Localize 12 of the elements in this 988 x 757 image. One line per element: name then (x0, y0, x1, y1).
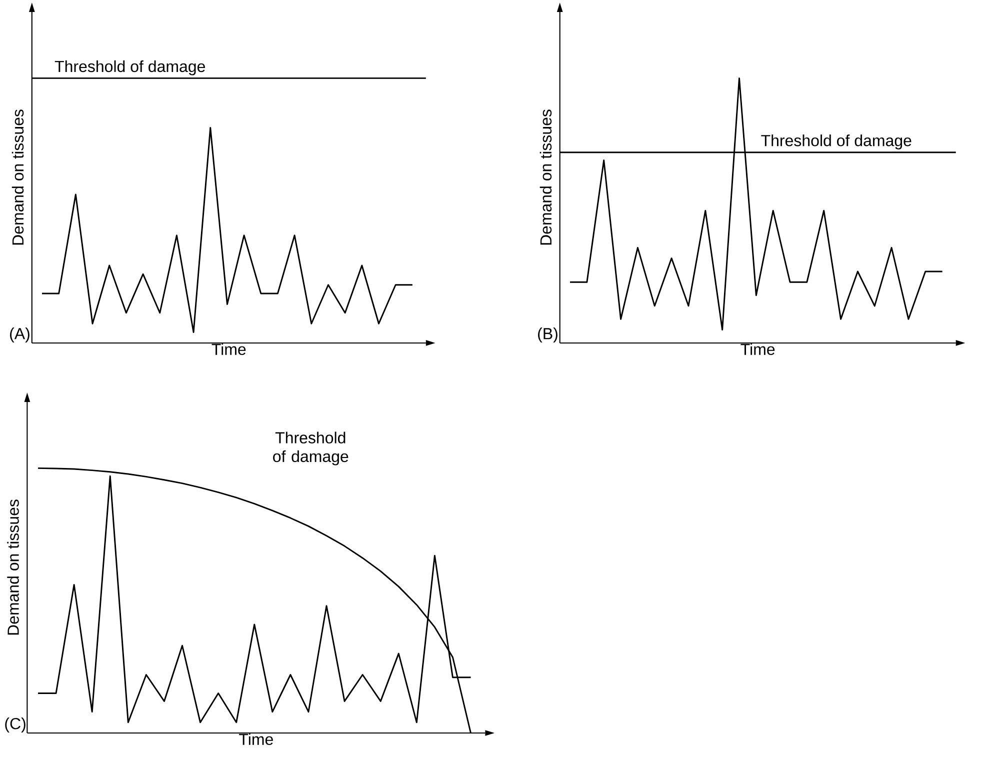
x-axis-title: Time (740, 343, 775, 355)
text: (C) (5, 718, 26, 732)
y-axis-title: Demand on tissues (7, 500, 19, 635)
y-axis-title: Demand on tissues (540, 110, 552, 245)
y-axis-title: Demand on tissues (12, 110, 24, 245)
text: (A) (10, 328, 30, 342)
x-axis-title: Time (212, 343, 246, 355)
text: Threshold of damage (273, 432, 348, 466)
ref-line-label: Threshold of damage (54, 60, 205, 76)
ref-line-label: Threshold of damage (761, 134, 912, 150)
x-axis-title: Time (239, 733, 273, 746)
text: (B) (538, 328, 558, 342)
